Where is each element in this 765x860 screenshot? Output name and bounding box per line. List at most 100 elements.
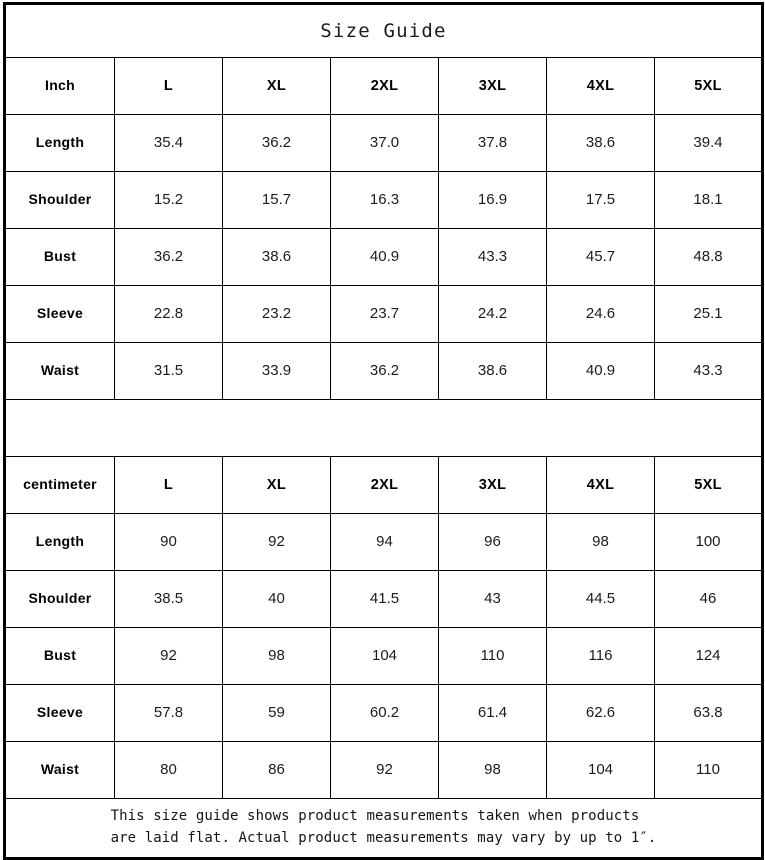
page-title: Size Guide	[320, 20, 447, 42]
cm-size-header-4xl: 4XL	[546, 456, 655, 514]
measure-value-cell: 110	[654, 741, 763, 799]
measure-value-cell: 62.6	[546, 684, 655, 742]
size-guide-table: Size Guide Inch L XL 2XL 3XL	[3, 2, 764, 860]
table-row: Waist 80 86 92 98 104 110	[4, 741, 763, 799]
measure-value-cell: 98	[546, 513, 655, 571]
measure-value-cell: 45.7	[546, 228, 655, 286]
measure-value-cell: 38.5	[114, 570, 223, 628]
measure-value-cell: 104	[330, 627, 439, 685]
measure-value-cell: 33.9	[222, 342, 331, 400]
cm-size-header-xl: XL	[222, 456, 331, 514]
cm-unit-header: centimeter	[4, 456, 115, 514]
measure-value-cell: 43.3	[438, 228, 547, 286]
measure-value-cell: 100	[654, 513, 763, 571]
spacer-cell	[4, 399, 763, 457]
measure-value-cell: 41.5	[330, 570, 439, 628]
measure-value-cell: 36.2	[114, 228, 223, 286]
measure-label-cell: Length	[4, 513, 115, 571]
measure-value-cell: 57.8	[114, 684, 223, 742]
measure-value-cell: 86	[222, 741, 331, 799]
measure-value-cell: 37.0	[330, 114, 439, 172]
table-row: Sleeve 57.8 59 60.2 61.4 62.6 63.8	[4, 684, 763, 742]
measure-value-cell: 94	[330, 513, 439, 571]
measure-value-cell: 16.9	[438, 171, 547, 229]
measure-value-cell: 38.6	[222, 228, 331, 286]
measure-value-cell: 43.3	[654, 342, 763, 400]
inch-unit-header: Inch	[4, 57, 115, 115]
measure-value-cell: 24.2	[438, 285, 547, 343]
title-cell: Size Guide	[4, 3, 763, 58]
measure-label-cell: Bust	[4, 627, 115, 685]
table-row: Shoulder 15.2 15.7 16.3 16.9 17.5 18.1	[4, 171, 763, 229]
measure-value-cell: 36.2	[330, 342, 439, 400]
title-row: Size Guide	[4, 3, 763, 58]
measure-value-cell: 31.5	[114, 342, 223, 400]
inch-header-row: Inch L XL 2XL 3XL 4XL 5XL	[4, 57, 763, 115]
footer-row: This size guide shows product measuremen…	[4, 798, 763, 859]
measure-value-cell: 36.2	[222, 114, 331, 172]
inch-size-header-4xl: 4XL	[546, 57, 655, 115]
table-row: Shoulder 38.5 40 41.5 43 44.5 46	[4, 570, 763, 628]
measure-value-cell: 98	[222, 627, 331, 685]
measure-label-cell: Sleeve	[4, 285, 115, 343]
measure-value-cell: 43	[438, 570, 547, 628]
measure-value-cell: 40.9	[546, 342, 655, 400]
inch-size-header-5xl: 5XL	[654, 57, 763, 115]
measure-label-cell: Bust	[4, 228, 115, 286]
measure-value-cell: 104	[546, 741, 655, 799]
size-guide-note: This size guide shows product measuremen…	[110, 808, 657, 846]
measure-value-cell: 96	[438, 513, 547, 571]
table-row: Length 35.4 36.2 37.0 37.8 38.6 39.4	[4, 114, 763, 172]
measure-label-cell: Waist	[4, 741, 115, 799]
cm-header-row: centimeter L XL 2XL 3XL 4XL 5XL	[4, 456, 763, 514]
measure-value-cell: 80	[114, 741, 223, 799]
measure-value-cell: 23.2	[222, 285, 331, 343]
measure-value-cell: 63.8	[654, 684, 763, 742]
inch-size-header-3xl: 3XL	[438, 57, 547, 115]
measure-value-cell: 92	[114, 627, 223, 685]
measure-label-cell: Shoulder	[4, 171, 115, 229]
measure-value-cell: 17.5	[546, 171, 655, 229]
cm-size-header-2xl: 2XL	[330, 456, 439, 514]
measure-value-cell: 25.1	[654, 285, 763, 343]
measure-value-cell: 110	[438, 627, 547, 685]
table-spacer-row	[4, 399, 763, 457]
cm-size-header-5xl: 5XL	[654, 456, 763, 514]
measure-value-cell: 60.2	[330, 684, 439, 742]
inch-size-header-l: L	[114, 57, 223, 115]
inch-size-header-2xl: 2XL	[330, 57, 439, 115]
measure-value-cell: 18.1	[654, 171, 763, 229]
measure-value-cell: 37.8	[438, 114, 547, 172]
measure-label-cell: Sleeve	[4, 684, 115, 742]
table-row: Length 90 92 94 96 98 100	[4, 513, 763, 571]
measure-value-cell: 48.8	[654, 228, 763, 286]
table-row: Sleeve 22.8 23.2 23.7 24.2 24.6 25.1	[4, 285, 763, 343]
inch-size-header-xl: XL	[222, 57, 331, 115]
footer-cell: This size guide shows product measuremen…	[4, 798, 763, 859]
measure-value-cell: 92	[222, 513, 331, 571]
measure-value-cell: 92	[330, 741, 439, 799]
size-guide: Size Guide Inch L XL 2XL 3XL	[3, 2, 764, 860]
measure-value-cell: 124	[654, 627, 763, 685]
table-row: Bust 36.2 38.6 40.9 43.3 45.7 48.8	[4, 228, 763, 286]
cm-size-header-l: L	[114, 456, 223, 514]
measure-value-cell: 38.6	[546, 114, 655, 172]
measure-value-cell: 35.4	[114, 114, 223, 172]
measure-value-cell: 23.7	[330, 285, 439, 343]
measure-label-cell: Waist	[4, 342, 115, 400]
measure-value-cell: 40	[222, 570, 331, 628]
measure-value-cell: 38.6	[438, 342, 547, 400]
measure-value-cell: 116	[546, 627, 655, 685]
measure-value-cell: 15.7	[222, 171, 331, 229]
measure-label-cell: Shoulder	[4, 570, 115, 628]
measure-label-cell: Length	[4, 114, 115, 172]
measure-value-cell: 44.5	[546, 570, 655, 628]
measure-value-cell: 98	[438, 741, 547, 799]
measure-value-cell: 16.3	[330, 171, 439, 229]
table-row: Waist 31.5 33.9 36.2 38.6 40.9 43.3	[4, 342, 763, 400]
measure-value-cell: 90	[114, 513, 223, 571]
measure-value-cell: 24.6	[546, 285, 655, 343]
table-row: Bust 92 98 104 110 116 124	[4, 627, 763, 685]
measure-value-cell: 15.2	[114, 171, 223, 229]
measure-value-cell: 61.4	[438, 684, 547, 742]
